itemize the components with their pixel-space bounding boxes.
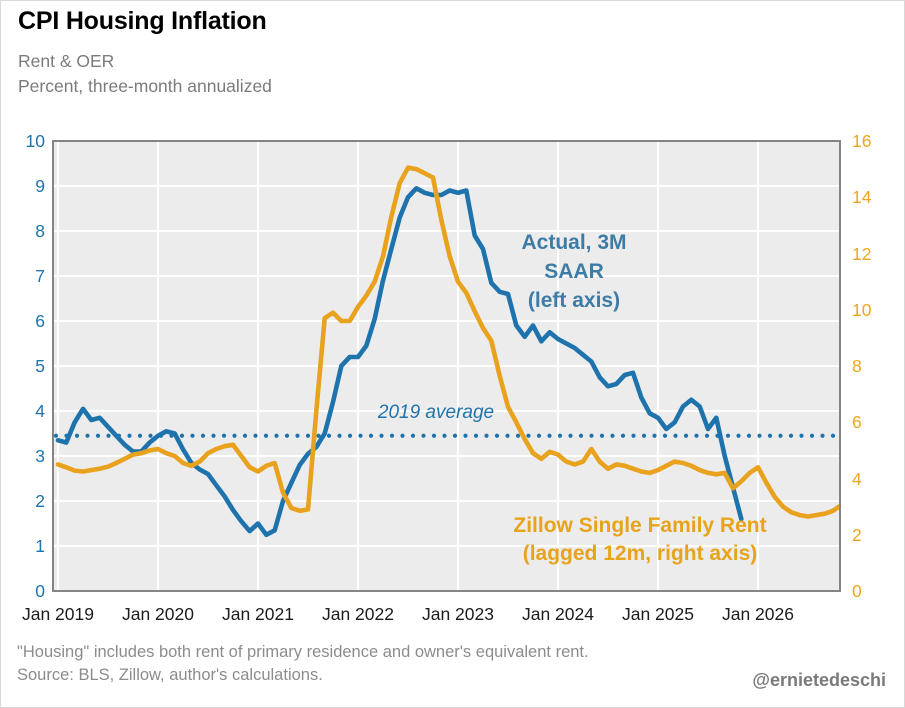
series-label-cpi-line1: Actual, 3M [521, 231, 627, 254]
subtitle-line-2: Percent, three-month annualized [18, 76, 272, 96]
left-axis-tick: 9 [35, 176, 45, 196]
right-axis-tick: 0 [852, 581, 862, 601]
left-axis-tick: 5 [35, 356, 45, 376]
chart-subtitle: Rent & OER Percent, three-month annualiz… [18, 49, 272, 99]
right-axis-tick: 6 [852, 412, 862, 433]
cpi-actual-line [55, 186, 744, 538]
subtitle-line-1: Rent & OER [18, 51, 115, 71]
right-axis-tick: 2 [852, 524, 862, 545]
series-label-cpi-line2: SAAR [544, 260, 604, 283]
page-title: CPI Housing Inflation [18, 7, 267, 35]
right-axis-tick: 4 [852, 468, 862, 489]
left-axis-tick: 1 [35, 536, 45, 556]
left-axis-tick: 4 [35, 401, 45, 421]
x-axis-tick: Jan 2020 [121, 604, 194, 624]
series-label-zillow-line1: Zillow Single Family Rent [513, 514, 767, 537]
series-label-cpi-line3: (left axis) [527, 289, 621, 312]
left-axis-tick: 8 [35, 221, 45, 241]
right-axis-tick: 14 [852, 187, 872, 208]
x-axis-tick: Jan 2022 [321, 604, 394, 624]
x-axis-tick: Jan 2024 [521, 604, 594, 624]
series-label-zillow: Zillow Single Family Rent (lagged 12m, r… [490, 512, 790, 568]
left-axis-tick: 3 [35, 446, 45, 466]
plot-frame [52, 140, 841, 592]
x-axis-tick: Jan 2019 [21, 604, 94, 624]
left-axis-tick: 2 [35, 491, 45, 511]
series-label-zillow-line2: (lagged 12m, right axis) [522, 542, 758, 565]
x-axis-tick: Jan 2023 [421, 604, 494, 624]
reference-line-label: 2019 average [377, 402, 495, 423]
left-axis-tick: 6 [35, 311, 45, 331]
left-axis-tick: 7 [35, 266, 45, 286]
x-axis-tick: Jan 2026 [721, 604, 794, 624]
zillow-rent-line [55, 165, 842, 519]
author-credit: @ernietedeschi [752, 670, 886, 690]
right-axis-tick: 12 [852, 243, 872, 264]
right-axis-tick: 8 [852, 356, 862, 376]
x-axis-tick: Jan 2025 [621, 604, 694, 624]
x-axis-tick: Jan 2021 [221, 604, 294, 624]
left-axis-tick: 0 [35, 581, 45, 601]
right-axis-tick: 10 [852, 299, 872, 320]
series-label-cpi: Actual, 3M SAAR (left axis) [449, 228, 699, 315]
right-axis-tick: 16 [852, 131, 872, 151]
footnote-definition: "Housing" includes both rent of primary … [17, 643, 589, 661]
left-axis-tick: 10 [25, 131, 45, 151]
footnote-source: Source: BLS, Zillow, author's calculatio… [17, 666, 323, 684]
